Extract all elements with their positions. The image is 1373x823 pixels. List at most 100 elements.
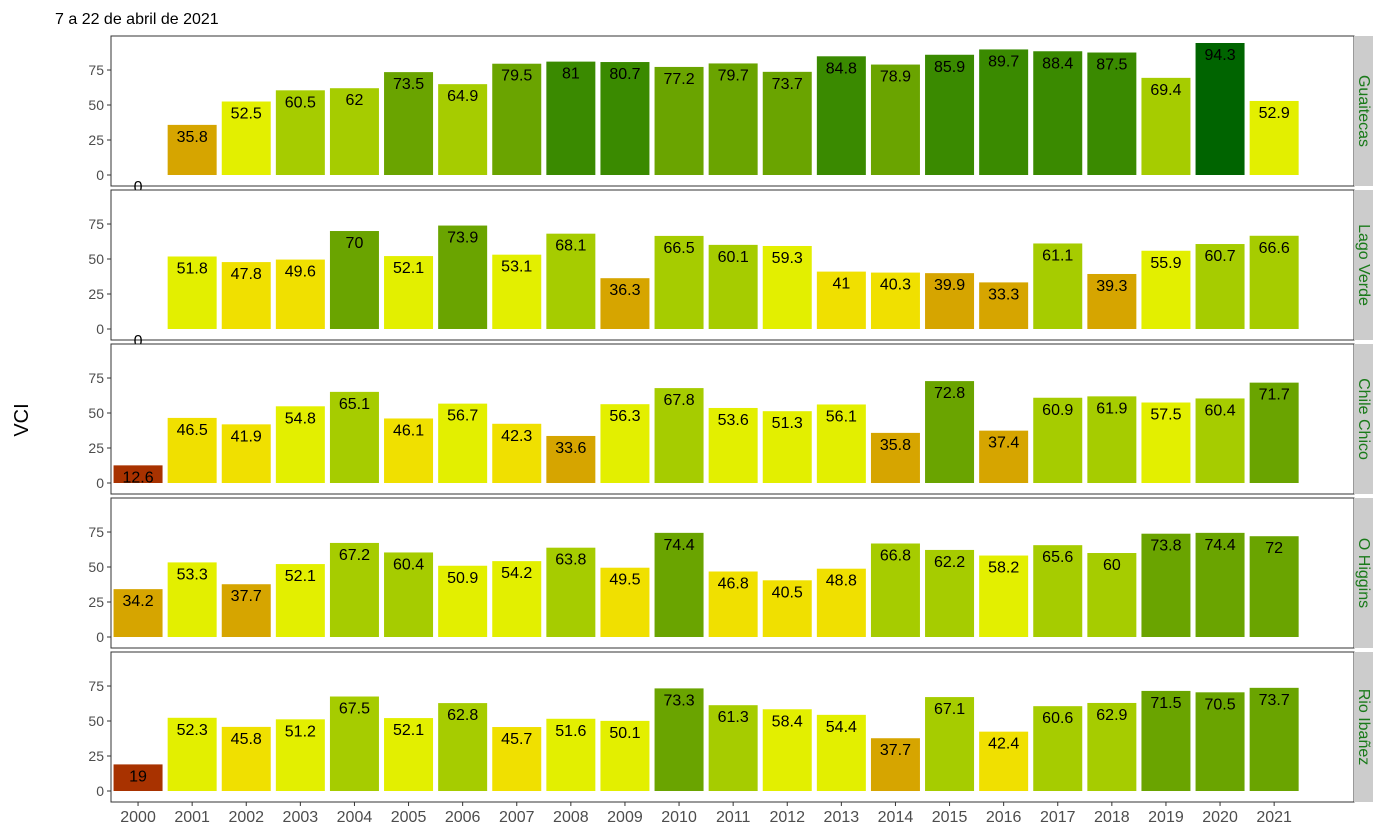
bar xyxy=(925,549,975,637)
data-label: 80.7 xyxy=(609,66,640,83)
data-label: 35.8 xyxy=(177,129,208,146)
data-label: 52.9 xyxy=(1259,105,1290,122)
data-label: 52.1 xyxy=(393,722,424,739)
data-label: 79.5 xyxy=(501,68,532,85)
bar xyxy=(600,278,650,329)
x-tick-label: 2005 xyxy=(391,809,427,823)
x-tick-label: 2001 xyxy=(174,809,210,823)
bar xyxy=(1195,43,1245,175)
y-tick-label: 50 xyxy=(88,405,104,421)
bar xyxy=(816,714,866,791)
x-tick-label: 2000 xyxy=(120,809,156,823)
x-axis: 2000 2001 2002 2003 2004 2005 2006 2007 2008 2009… xyxy=(120,802,1292,823)
bar xyxy=(167,562,217,637)
bar xyxy=(762,580,812,637)
bar xyxy=(221,726,271,791)
data-label: 50.9 xyxy=(447,570,478,587)
bar xyxy=(1087,396,1137,483)
facet-strip-label: Guaitecas xyxy=(1355,75,1372,147)
facet-strip-label: Rio Ibañez xyxy=(1355,689,1372,766)
bar xyxy=(438,565,488,637)
chart-title: 7 a 22 de abril de 2021 xyxy=(55,11,219,28)
bar xyxy=(384,418,434,483)
facet-strip-label: Lago Verde xyxy=(1355,224,1372,306)
data-label: 61.9 xyxy=(1096,400,1127,417)
data-label: 51.2 xyxy=(285,723,316,740)
data-label: 62.8 xyxy=(447,707,478,724)
bar xyxy=(329,542,379,637)
bar xyxy=(1141,533,1191,637)
data-label: 36.3 xyxy=(609,282,640,299)
data-label: 81 xyxy=(562,66,580,83)
data-label: 12.6 xyxy=(122,469,153,486)
data-label: 77.2 xyxy=(663,71,694,88)
bar xyxy=(1033,51,1083,176)
bar xyxy=(1249,235,1299,329)
bar xyxy=(167,256,217,329)
bar xyxy=(870,272,920,329)
data-label: 60 xyxy=(1103,557,1121,574)
bar xyxy=(708,63,758,175)
data-label: 79.7 xyxy=(718,67,749,84)
data-label: 74.4 xyxy=(1204,537,1235,554)
bar xyxy=(762,245,812,329)
data-label: 37.7 xyxy=(880,742,911,759)
data-label: 45.8 xyxy=(231,731,262,748)
data-label: 62.2 xyxy=(934,554,965,571)
data-label: 66.5 xyxy=(663,240,694,257)
bar xyxy=(654,235,704,329)
data-label: 67.8 xyxy=(663,392,694,409)
bar xyxy=(492,727,542,791)
x-tick-label: 2012 xyxy=(769,809,805,823)
data-label: 94.3 xyxy=(1204,47,1235,64)
bar xyxy=(600,567,650,637)
data-label: 66.6 xyxy=(1259,240,1290,257)
bar xyxy=(816,568,866,637)
data-label: 40.3 xyxy=(880,277,911,294)
bar xyxy=(546,61,596,175)
x-tick-label: 2003 xyxy=(283,809,319,823)
bar xyxy=(438,84,488,175)
bar xyxy=(384,72,434,175)
data-label: 60.4 xyxy=(393,556,424,573)
x-tick-label: 2017 xyxy=(1040,809,1076,823)
bar xyxy=(1087,553,1137,637)
data-label: 60.1 xyxy=(718,249,749,266)
data-label: 63.8 xyxy=(555,552,586,569)
x-tick-label: 2020 xyxy=(1202,809,1238,823)
bar xyxy=(1033,706,1083,791)
bar xyxy=(275,90,325,175)
bar xyxy=(1141,402,1191,483)
bar xyxy=(979,555,1029,637)
data-label: 72 xyxy=(1265,540,1283,557)
bar xyxy=(979,282,1029,329)
bar xyxy=(762,411,812,483)
data-label: 71.5 xyxy=(1150,695,1181,712)
bar xyxy=(384,718,434,791)
y-tick-label: 25 xyxy=(88,440,104,456)
bar xyxy=(1033,545,1083,637)
data-label: 74.4 xyxy=(663,537,694,554)
bar xyxy=(1195,244,1245,329)
data-label: 59.3 xyxy=(772,250,803,267)
bar xyxy=(1195,398,1245,483)
data-label: 56.3 xyxy=(609,408,640,425)
data-label: 52.1 xyxy=(285,568,316,585)
x-tick-label: 2013 xyxy=(824,809,860,823)
data-label: 88.4 xyxy=(1042,55,1073,72)
bar xyxy=(546,233,596,329)
bar xyxy=(384,552,434,637)
y-tick-label: 75 xyxy=(88,62,104,78)
bar xyxy=(275,406,325,483)
bar xyxy=(1033,243,1083,329)
data-label: 49.6 xyxy=(285,264,316,281)
data-label: 33.3 xyxy=(988,286,1019,303)
bar xyxy=(1087,273,1137,329)
bar xyxy=(221,424,271,483)
data-label: 60.4 xyxy=(1204,402,1235,419)
bar xyxy=(1141,690,1191,791)
data-label: 62 xyxy=(346,92,364,109)
data-label: 51.3 xyxy=(772,415,803,432)
y-tick-label: 0 xyxy=(96,783,104,799)
